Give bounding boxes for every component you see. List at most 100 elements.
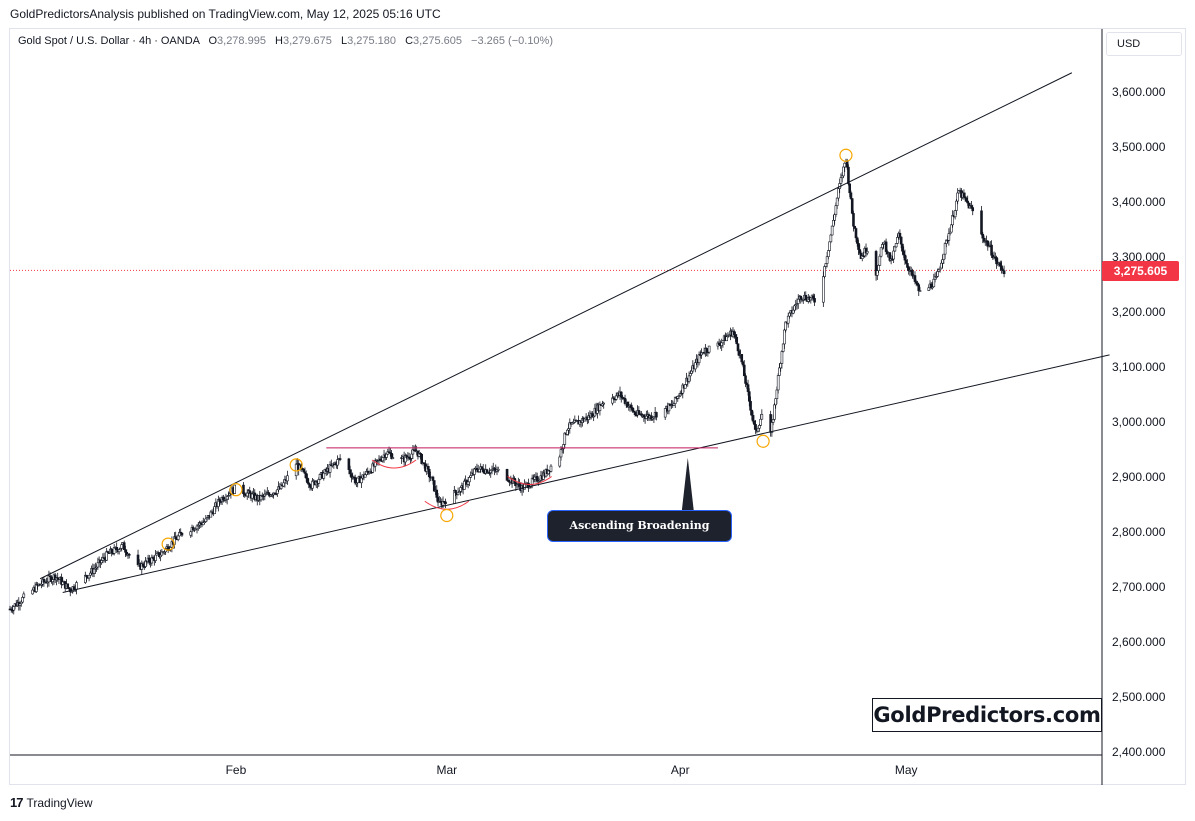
candle — [775, 389, 779, 399]
y-tick-label: 2,700.000 — [1112, 580, 1166, 594]
y-tick-label: 3,200.000 — [1112, 305, 1166, 319]
candle — [535, 475, 539, 482]
low-value: 3,275.180 — [347, 35, 397, 47]
open-value: 3,278.995 — [217, 35, 266, 47]
candle — [893, 246, 897, 252]
candle — [360, 477, 363, 484]
candle — [637, 410, 641, 415]
candle — [505, 469, 509, 481]
candle — [824, 263, 828, 267]
tradingview-logo-icon: 17 — [10, 795, 24, 810]
candle — [518, 482, 521, 487]
candle — [855, 237, 859, 244]
touch-point-marker — [289, 458, 303, 472]
candle — [917, 284, 921, 292]
candle — [796, 298, 800, 304]
candle — [898, 232, 902, 238]
candle — [799, 295, 803, 300]
candle — [842, 166, 845, 177]
watermark-logo: GoldPredictors.com — [872, 698, 1102, 732]
candle — [781, 343, 785, 352]
candle — [100, 560, 103, 564]
candle — [338, 458, 342, 460]
candle — [141, 563, 145, 567]
candle — [839, 177, 843, 184]
candle — [828, 241, 831, 251]
candle — [87, 574, 91, 579]
candle — [847, 166, 850, 185]
candle — [980, 210, 983, 235]
candle — [865, 251, 869, 254]
candle — [233, 484, 236, 494]
candle — [31, 589, 34, 595]
candle — [749, 400, 752, 411]
candle — [773, 404, 776, 420]
candle — [124, 549, 127, 553]
candle — [496, 469, 500, 471]
candle — [248, 490, 252, 494]
candle — [812, 295, 815, 299]
candle — [827, 250, 830, 257]
candle — [189, 531, 193, 536]
candle — [725, 336, 729, 342]
candle — [771, 419, 775, 423]
candle — [336, 459, 339, 466]
touch-point-marker — [839, 148, 853, 162]
candle — [744, 375, 747, 384]
candle — [854, 228, 858, 239]
candle — [779, 363, 782, 369]
currency-selector[interactable]: USD — [1106, 32, 1182, 56]
candle — [286, 475, 289, 482]
candle — [990, 244, 993, 256]
y-tick-label: 3,500.000 — [1112, 140, 1166, 154]
candle — [746, 384, 750, 392]
candle — [120, 544, 124, 549]
candle — [245, 492, 249, 497]
touch-point-marker — [440, 508, 454, 523]
candle — [791, 309, 795, 314]
candle — [835, 197, 839, 206]
candle — [837, 188, 840, 199]
candle — [879, 247, 883, 257]
candle — [734, 334, 737, 338]
tradingview-footer[interactable]: 17 TradingView — [10, 795, 93, 810]
wedge-annotation-label[interactable]: Ascending Broadening Wedge — [547, 510, 732, 561]
candle — [213, 506, 216, 515]
candle — [788, 312, 791, 317]
candle — [747, 391, 751, 402]
candle — [22, 593, 26, 598]
candle — [558, 456, 562, 467]
y-tick-label: 3,600.000 — [1112, 85, 1166, 99]
candle — [127, 553, 131, 556]
candle — [92, 568, 96, 574]
symbol-name[interactable]: Gold Spot / U.S. Dollar — [18, 35, 130, 47]
candle — [776, 375, 780, 391]
candle — [750, 409, 754, 416]
candle — [732, 331, 736, 335]
candle — [735, 336, 739, 345]
candle — [720, 342, 723, 346]
candle — [850, 198, 854, 214]
candle — [694, 362, 697, 370]
candle — [1000, 265, 1003, 270]
candle — [66, 583, 70, 588]
candle — [774, 398, 777, 406]
candle — [876, 270, 879, 276]
candle — [943, 243, 947, 255]
candle — [282, 482, 285, 487]
touch-point-marker — [229, 483, 243, 497]
candle — [655, 412, 658, 418]
candle — [478, 468, 481, 473]
candle — [955, 200, 958, 211]
candle — [559, 449, 563, 458]
candle — [306, 477, 309, 484]
candle — [523, 484, 526, 490]
candle — [410, 453, 413, 459]
candle — [853, 225, 857, 229]
candle — [174, 536, 177, 540]
candle — [707, 345, 711, 353]
y-tick-label: 2,600.000 — [1112, 635, 1166, 649]
y-tick-label: 3,400.000 — [1112, 195, 1166, 209]
y-tick-label: 2,400.000 — [1112, 745, 1166, 759]
